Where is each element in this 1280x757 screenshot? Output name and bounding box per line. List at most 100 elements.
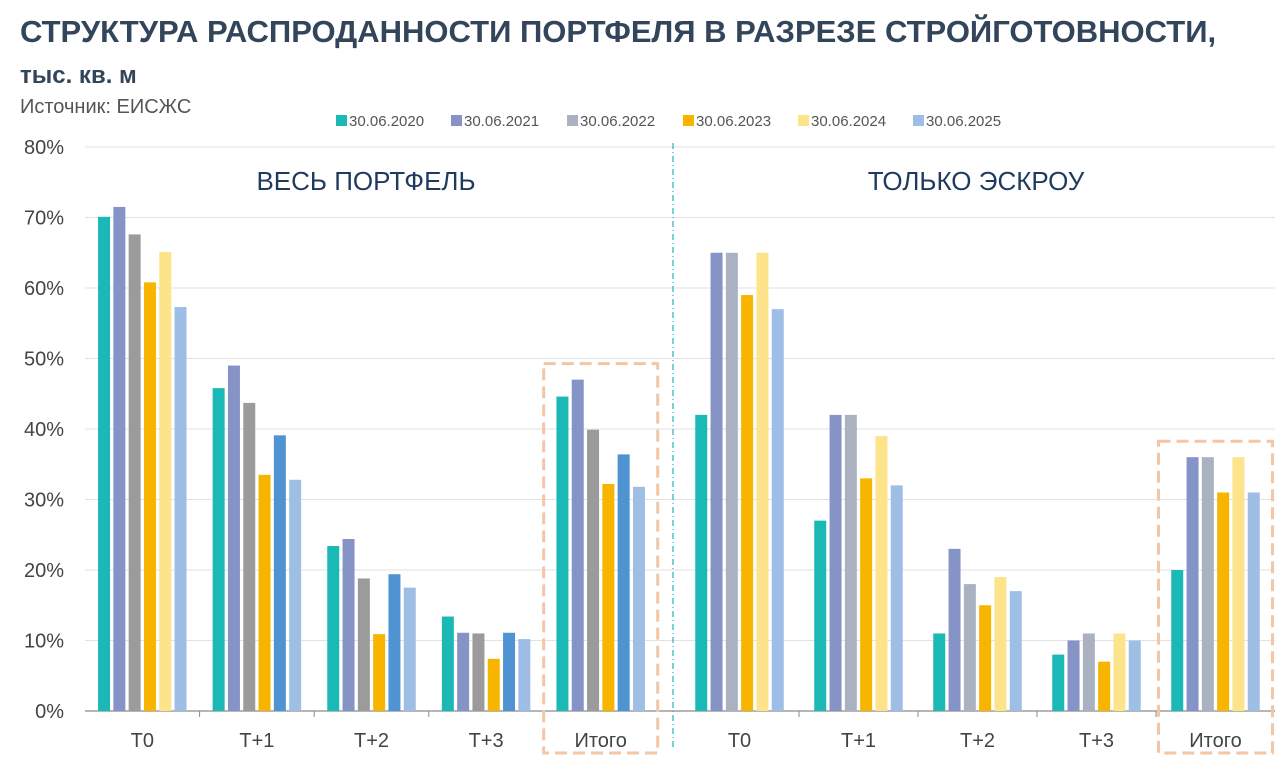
bar (1067, 640, 1080, 711)
legend-label: 30.06.2022 (580, 113, 655, 130)
legend-item: 30.06.2020 (336, 113, 424, 130)
bar (227, 365, 240, 711)
bar (388, 574, 401, 711)
bar (128, 234, 141, 712)
legend-swatch (451, 115, 462, 126)
x-tick-label: Т+2 (354, 730, 389, 752)
legend-swatch (798, 115, 809, 126)
x-tick-label: Т+3 (1079, 730, 1114, 752)
panel-title: ВЕСЬ ПОРТФЕЛЬ (256, 166, 475, 196)
legend-item: 30.06.2022 (567, 113, 655, 130)
chart-title: СТРУКТУРА РАСПРОДАННОСТИ ПОРТФЕЛЯ В РАЗР… (20, 13, 1216, 49)
highlight-box (542, 362, 660, 755)
legend: 30.06.2020 30.06.2021 30.06.2022 30.06.2023… (336, 113, 1001, 130)
source-note: Источник: ЕИСЖС (20, 96, 191, 118)
bar (1009, 591, 1022, 711)
y-tick-label: 50% (24, 349, 64, 371)
bar (632, 486, 645, 711)
bar (844, 414, 857, 711)
bar (587, 429, 600, 711)
y-tick-label: 60% (24, 278, 64, 300)
y-tick-label: 20% (24, 560, 64, 582)
bar (741, 295, 754, 711)
legend-swatch (913, 115, 924, 126)
bar (113, 206, 126, 712)
bar (963, 584, 976, 711)
bar (342, 538, 355, 711)
bar (357, 578, 370, 711)
bar (327, 546, 340, 711)
x-tick-label: Т0 (728, 730, 751, 752)
x-tick-label: Т+3 (469, 730, 504, 752)
legend-label: 30.06.2025 (926, 113, 1001, 130)
bar (556, 396, 569, 711)
bar (771, 309, 784, 711)
panel-2: ТОЛЬКО ЭСКРОУ Т0 Т+1 Т+2 Т+3 Итого (695, 166, 1274, 755)
legend-label: 30.06.2020 (349, 113, 424, 130)
legend-swatch (683, 115, 694, 126)
x-tick-label: Итого (1189, 730, 1241, 752)
bar (994, 577, 1007, 711)
bar (174, 307, 187, 711)
legend-item: 30.06.2021 (451, 113, 539, 130)
bar (890, 485, 903, 711)
legend-item: 30.06.2025 (913, 113, 1001, 130)
highlight-box (1157, 439, 1274, 755)
bar (860, 478, 873, 711)
bar (695, 414, 708, 711)
bar (1201, 457, 1214, 711)
bar (258, 474, 271, 711)
y-tick-label: 0% (35, 701, 64, 723)
legend-label: 30.06.2024 (811, 113, 886, 130)
panel-title: ТОЛЬКО ЭСКРОУ (868, 166, 1085, 196)
chart-subtitle: тыс. кв. м (20, 62, 137, 89)
bar (756, 252, 769, 711)
bar (289, 479, 302, 711)
bar (571, 379, 584, 711)
bar (159, 252, 172, 712)
legend-label: 30.06.2021 (464, 113, 539, 130)
legend-swatch (567, 115, 578, 126)
bar (273, 435, 286, 711)
y-tick-label: 80% (24, 137, 64, 159)
bar (875, 436, 888, 711)
bar (814, 520, 827, 711)
bar (710, 252, 723, 711)
y-axis: 0% 10% 20% 30% 40% 50% 60% 70% 80% (24, 137, 64, 723)
bar (1186, 457, 1199, 711)
bar (979, 605, 992, 711)
bar (98, 216, 111, 712)
y-tick-label: 40% (24, 419, 64, 441)
bar (829, 414, 842, 711)
x-tick-label: Т0 (131, 730, 154, 752)
bar (617, 454, 630, 711)
bar (602, 483, 615, 711)
panel-1: ВЕСЬ ПОРТФЕЛЬ Т0 Т+1 Т+2 Т+3 Итого (98, 166, 660, 755)
bar (457, 632, 470, 711)
bar (1171, 570, 1184, 711)
bar (441, 616, 454, 711)
x-tick-label: Т+1 (239, 730, 274, 752)
bar (1128, 640, 1141, 711)
bar (1247, 492, 1260, 711)
bar (1098, 661, 1111, 711)
bar (948, 548, 961, 711)
bar (933, 633, 946, 711)
bar (143, 282, 156, 711)
y-tick-label: 70% (24, 208, 64, 230)
y-tick-label: 30% (24, 490, 64, 512)
legend-item: 30.06.2024 (798, 113, 886, 130)
panels: ВЕСЬ ПОРТФЕЛЬ Т0 Т+1 Т+2 Т+3 Итого ТОЛЬКО ЭСКР… (98, 166, 1274, 755)
bar (1217, 492, 1230, 711)
bar (403, 587, 416, 711)
x-tick-label: Т+2 (960, 730, 995, 752)
legend-item: 30.06.2023 (683, 113, 771, 130)
bar (212, 388, 225, 711)
bar (243, 402, 256, 711)
bar (1113, 633, 1126, 711)
y-tick-label: 10% (24, 631, 64, 653)
bar (373, 634, 386, 711)
bar (1052, 654, 1065, 711)
legend-swatch (336, 115, 347, 126)
